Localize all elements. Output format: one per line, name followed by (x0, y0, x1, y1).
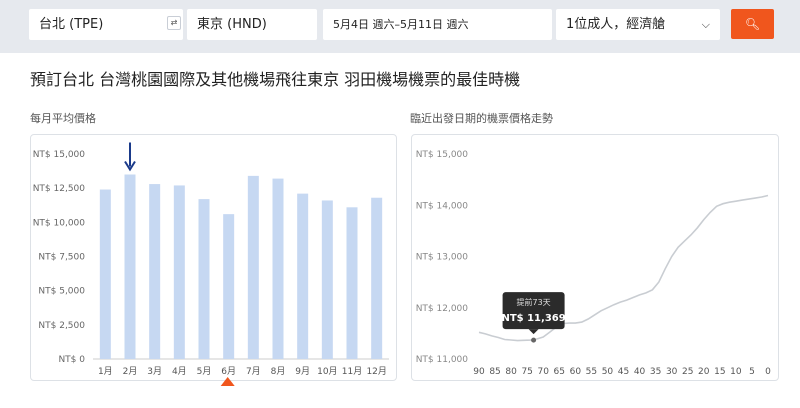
x-tick-label: 55 (586, 367, 597, 377)
bar-9月 (297, 193, 309, 359)
tooltip-pointer (528, 329, 539, 335)
swap-icon[interactable]: ⇄ (167, 16, 181, 30)
x-tick-label: 0 (765, 367, 771, 377)
origin-field[interactable]: 台北 (TPE) (29, 9, 183, 40)
bar-6月 (223, 214, 235, 359)
tooltip-point (531, 337, 537, 343)
x-tick-label: 65 (554, 367, 565, 377)
x-tick-label: 90 (473, 367, 485, 377)
x-tick-label: 12月 (366, 366, 386, 377)
bar-7月 (247, 175, 259, 359)
x-tick-label: 50 (602, 367, 614, 377)
y-tick-label: NT$ 10,000 (33, 218, 86, 228)
x-tick-label: 3月 (147, 366, 162, 377)
monthly-chart-panel: NT$ 0 NT$ 2,500 NT$ 5,000 NT$ 7,500 NT$ 10,0… (30, 134, 397, 381)
price-trend-line (478, 194, 769, 342)
destination-field[interactable]: 東京 (HND) (187, 9, 317, 40)
x-tick-label: 1月 (98, 366, 113, 377)
y-tick-label: NT$ 14,000 (416, 201, 469, 211)
y-tick-label: NT$ 11,000 (416, 355, 469, 365)
x-tick-label: 7月 (246, 366, 261, 377)
passenger-value: 1位成人，經濟艙 (566, 17, 666, 32)
x-tick-label: 60 (570, 367, 582, 377)
y-tick-label: NT$ 7,500 (38, 253, 85, 263)
x-tick-label: 15 (714, 367, 725, 377)
trend-section-title: 臨近出發日期的機票價格走勢 (410, 112, 553, 125)
y-tick-label: NT$ 15,000 (416, 150, 469, 160)
search-icon: 🔍︎ (744, 17, 761, 31)
search-bar: 台北 (TPE) ⇄ 東京 (HND) 5月4日 週六–5月11日 週六 1位成… (0, 0, 800, 53)
x-tick-label: 45 (618, 367, 629, 377)
tooltip-box (502, 292, 565, 330)
x-tick-label: 85 (489, 367, 500, 377)
chevron-down-icon: ⌵ (701, 18, 710, 31)
x-tick-label: 75 (521, 367, 532, 377)
tooltip-value: NT$ 11,369 (501, 313, 565, 324)
x-tick-label: 10 (730, 367, 742, 377)
bar-3月 (149, 184, 161, 359)
price-trend-chart: NT$ 11,000 NT$ 12,000 NT$ 13,000 NT$ 14,000… (416, 150, 771, 377)
date-field[interactable]: 5月4日 週六–5月11日 週六 (323, 9, 552, 40)
y-tick-label: NT$ 15,000 (33, 150, 86, 160)
search-button[interactable]: 🔍︎ (731, 9, 774, 39)
x-tick-label: 2月 (123, 366, 138, 377)
bar-11月 (346, 207, 358, 359)
x-tick-label: 5 (749, 367, 755, 377)
bar-10月 (321, 200, 333, 359)
y-tick-label: NT$ 12,000 (416, 304, 469, 314)
page-title: 預訂台北 台灣桃園國際及其他機場飛往東京 羽田機場機票的最佳時機 (30, 70, 521, 89)
x-tick-label: 4月 (172, 366, 187, 377)
x-tick-label: 9月 (295, 366, 310, 377)
date-value: 5月4日 週六–5月11日 週六 (333, 18, 469, 31)
cheapest-month-marker (220, 377, 235, 386)
bar-12月 (371, 197, 383, 359)
x-tick-label: 11月 (342, 366, 362, 377)
bar-2月 (124, 174, 136, 359)
bar-8月 (272, 178, 284, 359)
y-tick-label: NT$ 12,500 (33, 184, 86, 194)
tooltip-label: 提前73天 (516, 297, 550, 307)
y-tick-label: NT$ 5,000 (38, 287, 85, 297)
bar-5月 (198, 199, 210, 359)
passenger-select[interactable]: 1位成人，經濟艙 ⌵ (556, 9, 720, 40)
trend-chart-panel: NT$ 11,000 NT$ 12,000 NT$ 13,000 NT$ 14,000… (411, 134, 779, 381)
arrow-head (124, 160, 136, 172)
y-tick-label: NT$ 0 (58, 355, 85, 365)
x-tick-label: 80 (505, 367, 517, 377)
x-tick-label: 5月 (197, 366, 212, 377)
destination-value: 東京 (HND) (197, 17, 267, 32)
x-tick-label: 70 (537, 367, 549, 377)
x-tick-label: 35 (650, 367, 661, 377)
x-tick-label: 8月 (271, 366, 286, 377)
origin-value: 台北 (TPE) (39, 17, 104, 32)
x-tick-label: 10月 (317, 366, 337, 377)
monthly-section-title: 每月平均價格 (30, 112, 96, 125)
x-tick-label: 30 (666, 367, 678, 377)
monthly-price-chart: NT$ 0 NT$ 2,500 NT$ 5,000 NT$ 7,500 NT$ 10,0… (33, 142, 389, 377)
x-tick-label: 40 (634, 367, 646, 377)
x-tick-label: 25 (682, 367, 693, 377)
y-tick-label: NT$ 2,500 (38, 321, 85, 331)
x-tick-label: 6月 (221, 366, 236, 377)
y-tick-label: NT$ 13,000 (416, 253, 469, 263)
bar-1月 (99, 189, 111, 359)
bar-4月 (173, 185, 185, 359)
x-tick-label: 20 (698, 367, 710, 377)
